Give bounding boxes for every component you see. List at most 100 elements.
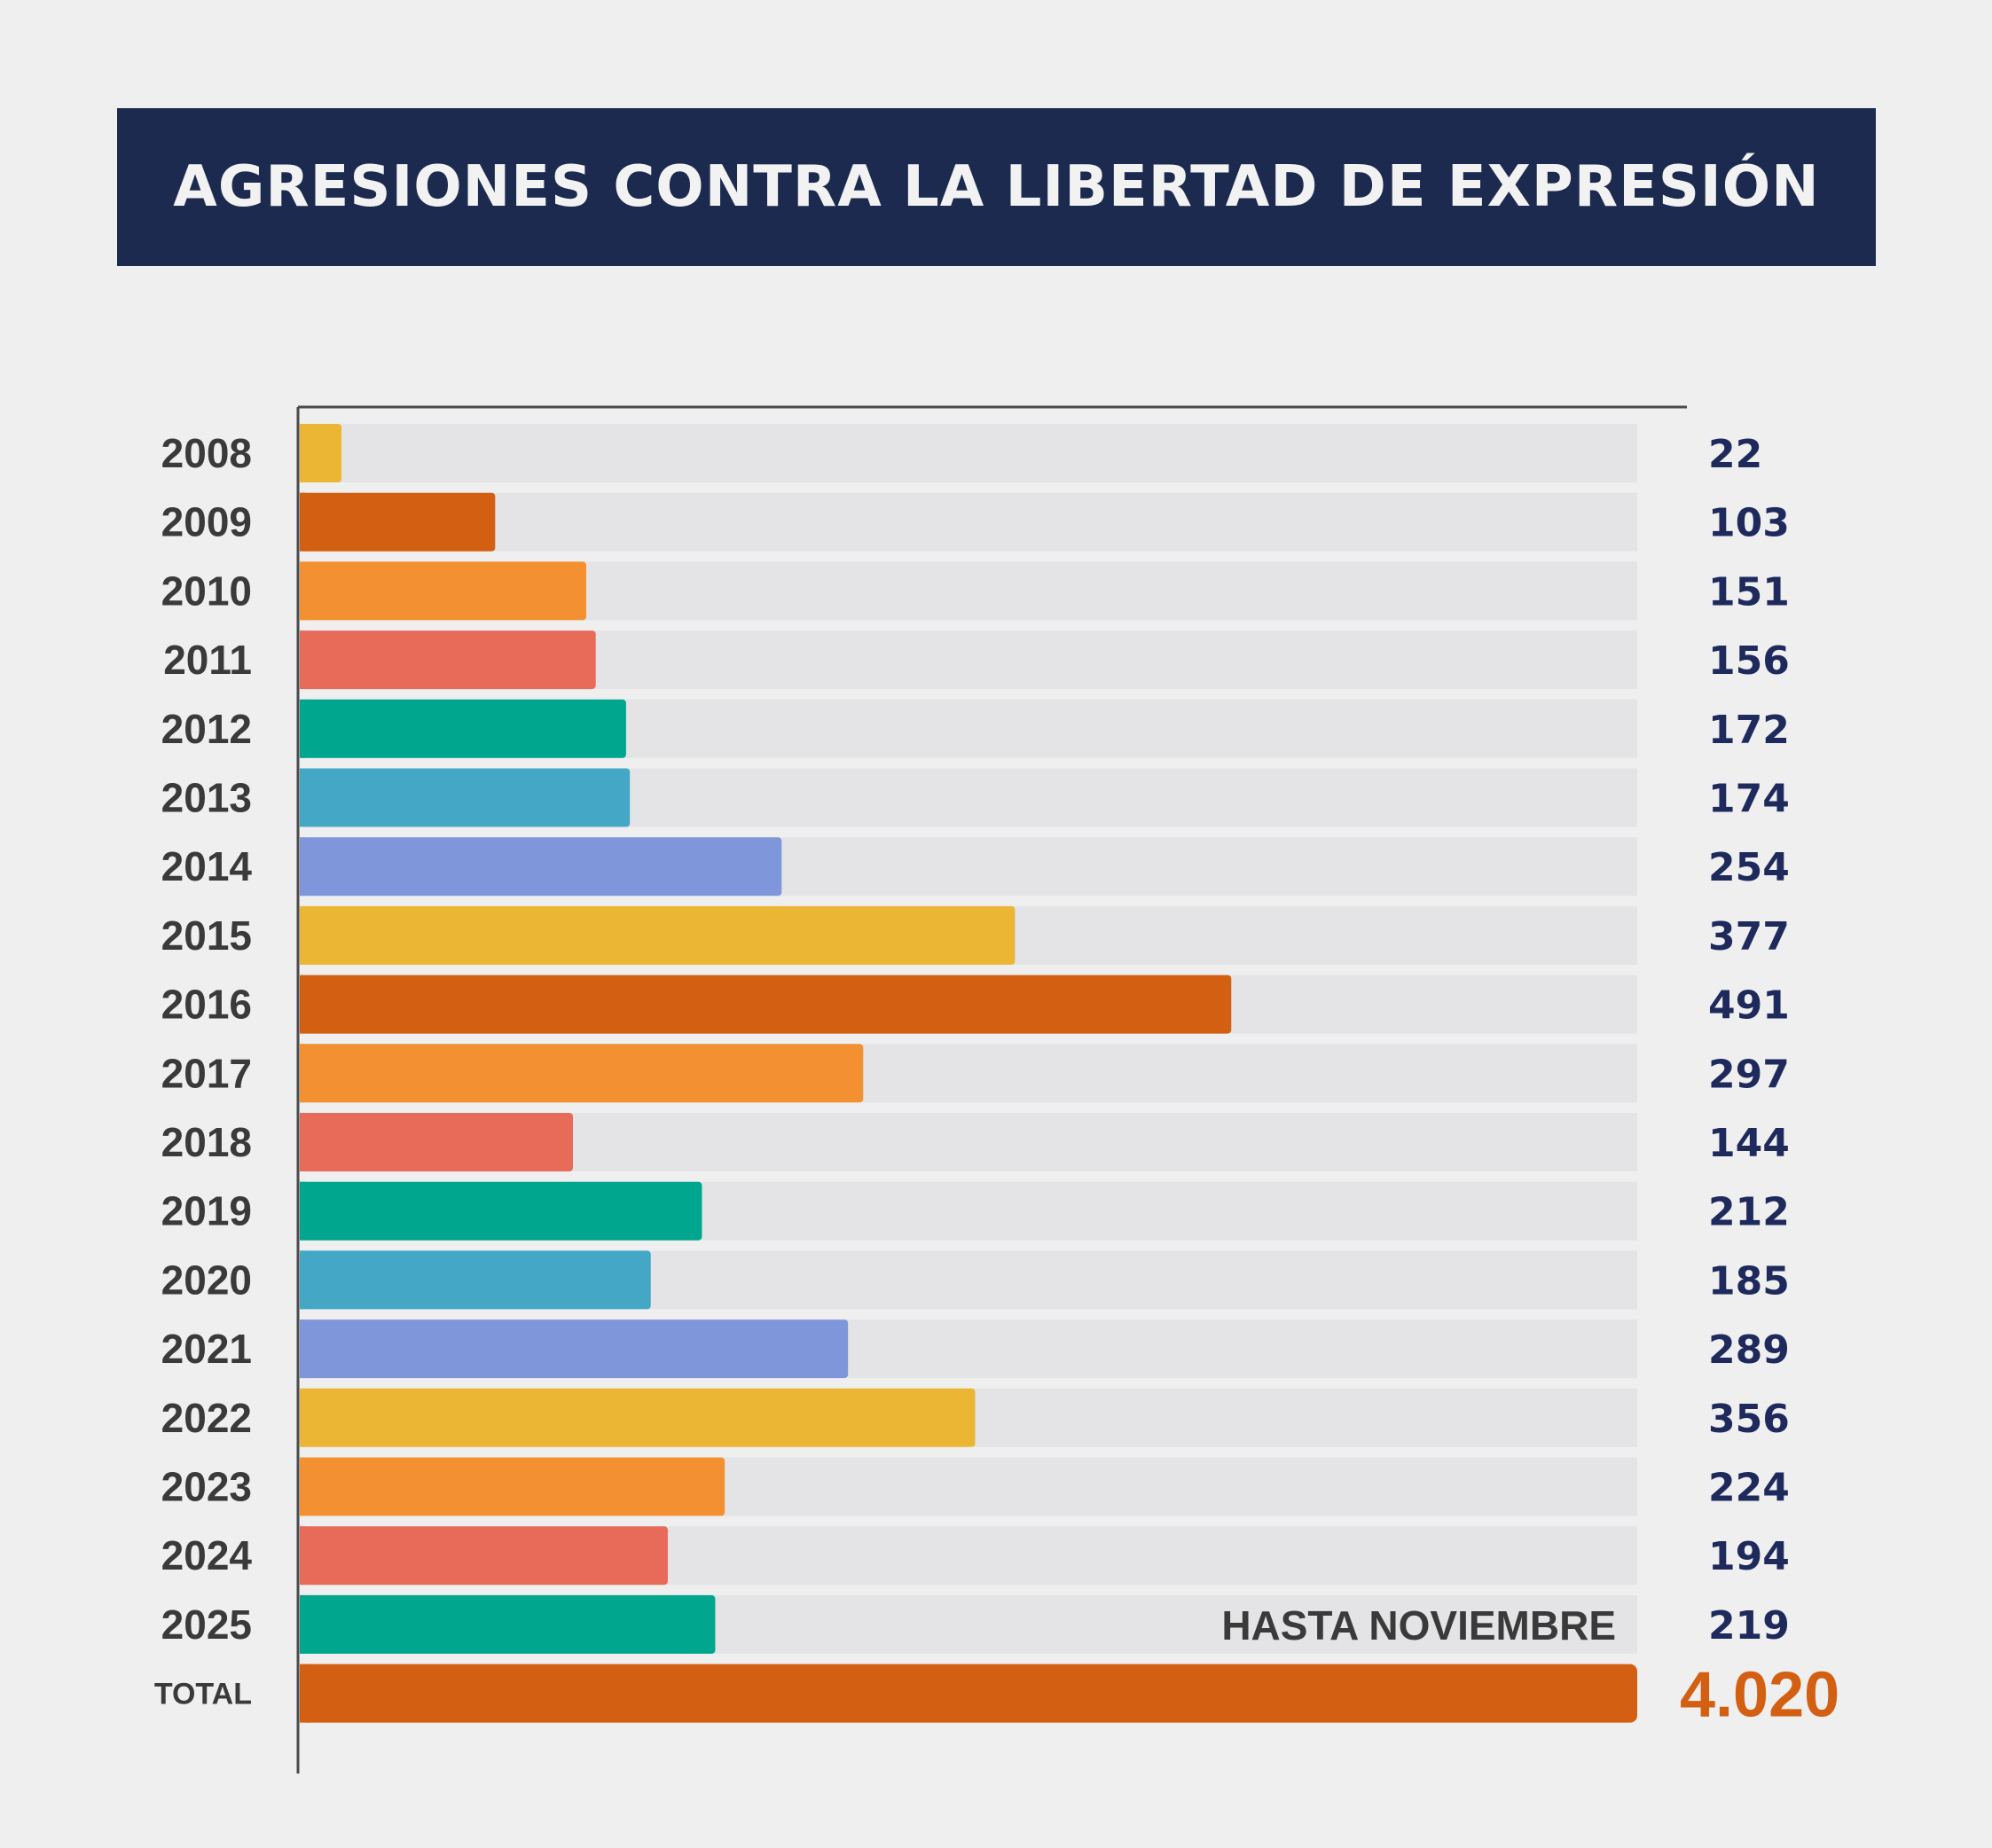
value-label: 356 (1708, 1397, 1790, 1442)
title-banner: AGRESIONES CONTRA LA LIBERTAD DE EXPRESI… (117, 108, 1876, 266)
value-label: 103 (1708, 501, 1790, 546)
bar-row-2024: 2024 194 (161, 1526, 1790, 1586)
bar-row-2012: 2012 172 (161, 699, 1790, 758)
bar-2012 (300, 699, 626, 758)
bar-2015 (300, 905, 1016, 965)
bar-2011 (300, 630, 596, 690)
category-label: 2011 (163, 637, 252, 683)
value-label: 254 (1708, 845, 1790, 890)
value-label: 174 (1708, 777, 1790, 822)
bar-left-edge (300, 837, 305, 897)
bar-2017 (300, 1044, 864, 1103)
category-label: 2010 (161, 568, 252, 614)
value-label: 172 (1708, 708, 1790, 753)
value-label: 156 (1708, 638, 1790, 684)
value-label: 289 (1708, 1327, 1790, 1373)
bar-left-edge (300, 561, 305, 621)
bar-2023 (300, 1457, 725, 1516)
category-label: 2022 (161, 1395, 252, 1441)
bar-left-edge (300, 424, 305, 482)
category-label: 2013 (161, 775, 252, 821)
bar-left-edge (300, 1526, 305, 1586)
category-label: 2016 (161, 982, 252, 1028)
category-label: 2025 (161, 1601, 252, 1648)
bar-left-edge (300, 1594, 305, 1654)
category-label: 2008 (161, 430, 252, 476)
category-label: 2018 (161, 1119, 252, 1165)
value-label: 151 (1708, 569, 1790, 615)
bar-track (300, 424, 1637, 482)
category-label: 2023 (161, 1464, 252, 1510)
bar-row-2014: 2014 254 (161, 837, 1790, 897)
category-label: 2019 (161, 1188, 252, 1234)
value-label: 212 (1708, 1190, 1790, 1235)
bar-left-edge (300, 1319, 305, 1379)
bar-left-edge (300, 1113, 305, 1171)
category-label: 2012 (161, 706, 252, 752)
value-label: 194 (1708, 1534, 1790, 1579)
category-label: 2020 (161, 1257, 252, 1303)
chart-title: AGRESIONES CONTRA LA LIBERTAD DE EXPRESI… (173, 154, 1820, 220)
bar-row-2009: 2009 103 (161, 492, 1790, 552)
bar-row-2022: 2022 356 (161, 1388, 1790, 1447)
bar-2021 (300, 1319, 849, 1379)
bar-row-2019: 2019 212 (161, 1181, 1790, 1241)
bar-row-2008: 2008 22 (161, 424, 1762, 482)
value-label: 224 (1708, 1466, 1790, 1511)
bar-row-2025: 2025 219 HASTA NOVIEMBRE (161, 1594, 1790, 1654)
bar-rows: 2008 22 2009 103 2010 151 2011 156 2012 172 2013 17… (161, 424, 1790, 1654)
bar-left-edge (300, 1044, 305, 1103)
value-label: 491 (1708, 983, 1790, 1029)
bar-left-edge (300, 699, 305, 758)
bar-left-edge (300, 1388, 305, 1447)
bar-left-edge (300, 630, 305, 690)
category-label: 2017 (161, 1050, 252, 1096)
value-label: 219 (1708, 1603, 1790, 1648)
bar-row-2020: 2020 185 (161, 1250, 1790, 1310)
bar-row-2023: 2023 224 (161, 1457, 1790, 1516)
bar-2019 (300, 1181, 702, 1241)
value-label: 185 (1708, 1258, 1790, 1304)
bar-2013 (300, 768, 631, 827)
category-label: 2021 (161, 1326, 252, 1372)
bar-row-2018: 2018 144 (161, 1113, 1790, 1171)
bar-left-edge (300, 1250, 305, 1310)
bar-2018 (300, 1113, 574, 1171)
category-label: 2009 (161, 499, 252, 545)
bar-2014 (300, 837, 782, 897)
bar-2025 (300, 1594, 716, 1654)
bar-2022 (300, 1388, 976, 1447)
bar-left-edge (300, 492, 305, 552)
bar-row-2021: 2021 289 (161, 1319, 1790, 1379)
bar-2016 (300, 975, 1232, 1034)
bar-2020 (300, 1250, 651, 1310)
total-row: TOTAL 4.020 (154, 1660, 1839, 1731)
total-label: TOTAL (154, 1678, 252, 1711)
bar-row-2017: 2017 297 (161, 1044, 1790, 1103)
total-bar-left-edge (300, 1664, 310, 1723)
bar-track (300, 492, 1637, 552)
bar-left-edge (300, 768, 305, 827)
category-label: 2015 (161, 912, 252, 959)
value-label: 144 (1708, 1121, 1790, 1166)
total-value: 4.020 (1680, 1660, 1839, 1731)
bar-left-edge (300, 905, 305, 965)
bar-left-edge (300, 1457, 305, 1516)
value-label: 377 (1708, 914, 1790, 959)
bar-row-2015: 2015 377 (161, 905, 1790, 965)
category-label: 2014 (161, 843, 253, 889)
bar-row-2013: 2013 174 (161, 768, 1790, 827)
category-label: 2024 (161, 1532, 253, 1578)
bar-2024 (300, 1526, 668, 1586)
total-bar (300, 1664, 1637, 1723)
bar-left-edge (300, 975, 305, 1034)
value-label: 22 (1708, 432, 1762, 477)
bar-2008 (300, 424, 342, 482)
annotation-label: HASTA NOVIEMBRE (1221, 1602, 1616, 1648)
bar-row-2010: 2010 151 (161, 561, 1790, 621)
bar-row-2011: 2011 156 (163, 630, 1790, 690)
bar-row-2016: 2016 491 (161, 975, 1790, 1034)
value-label: 297 (1708, 1052, 1790, 1097)
bar-left-edge (300, 1181, 305, 1241)
